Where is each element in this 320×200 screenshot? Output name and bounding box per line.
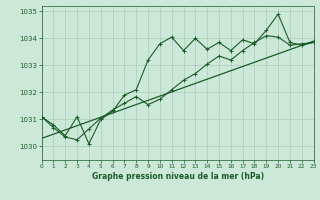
X-axis label: Graphe pression niveau de la mer (hPa): Graphe pression niveau de la mer (hPa) <box>92 172 264 181</box>
